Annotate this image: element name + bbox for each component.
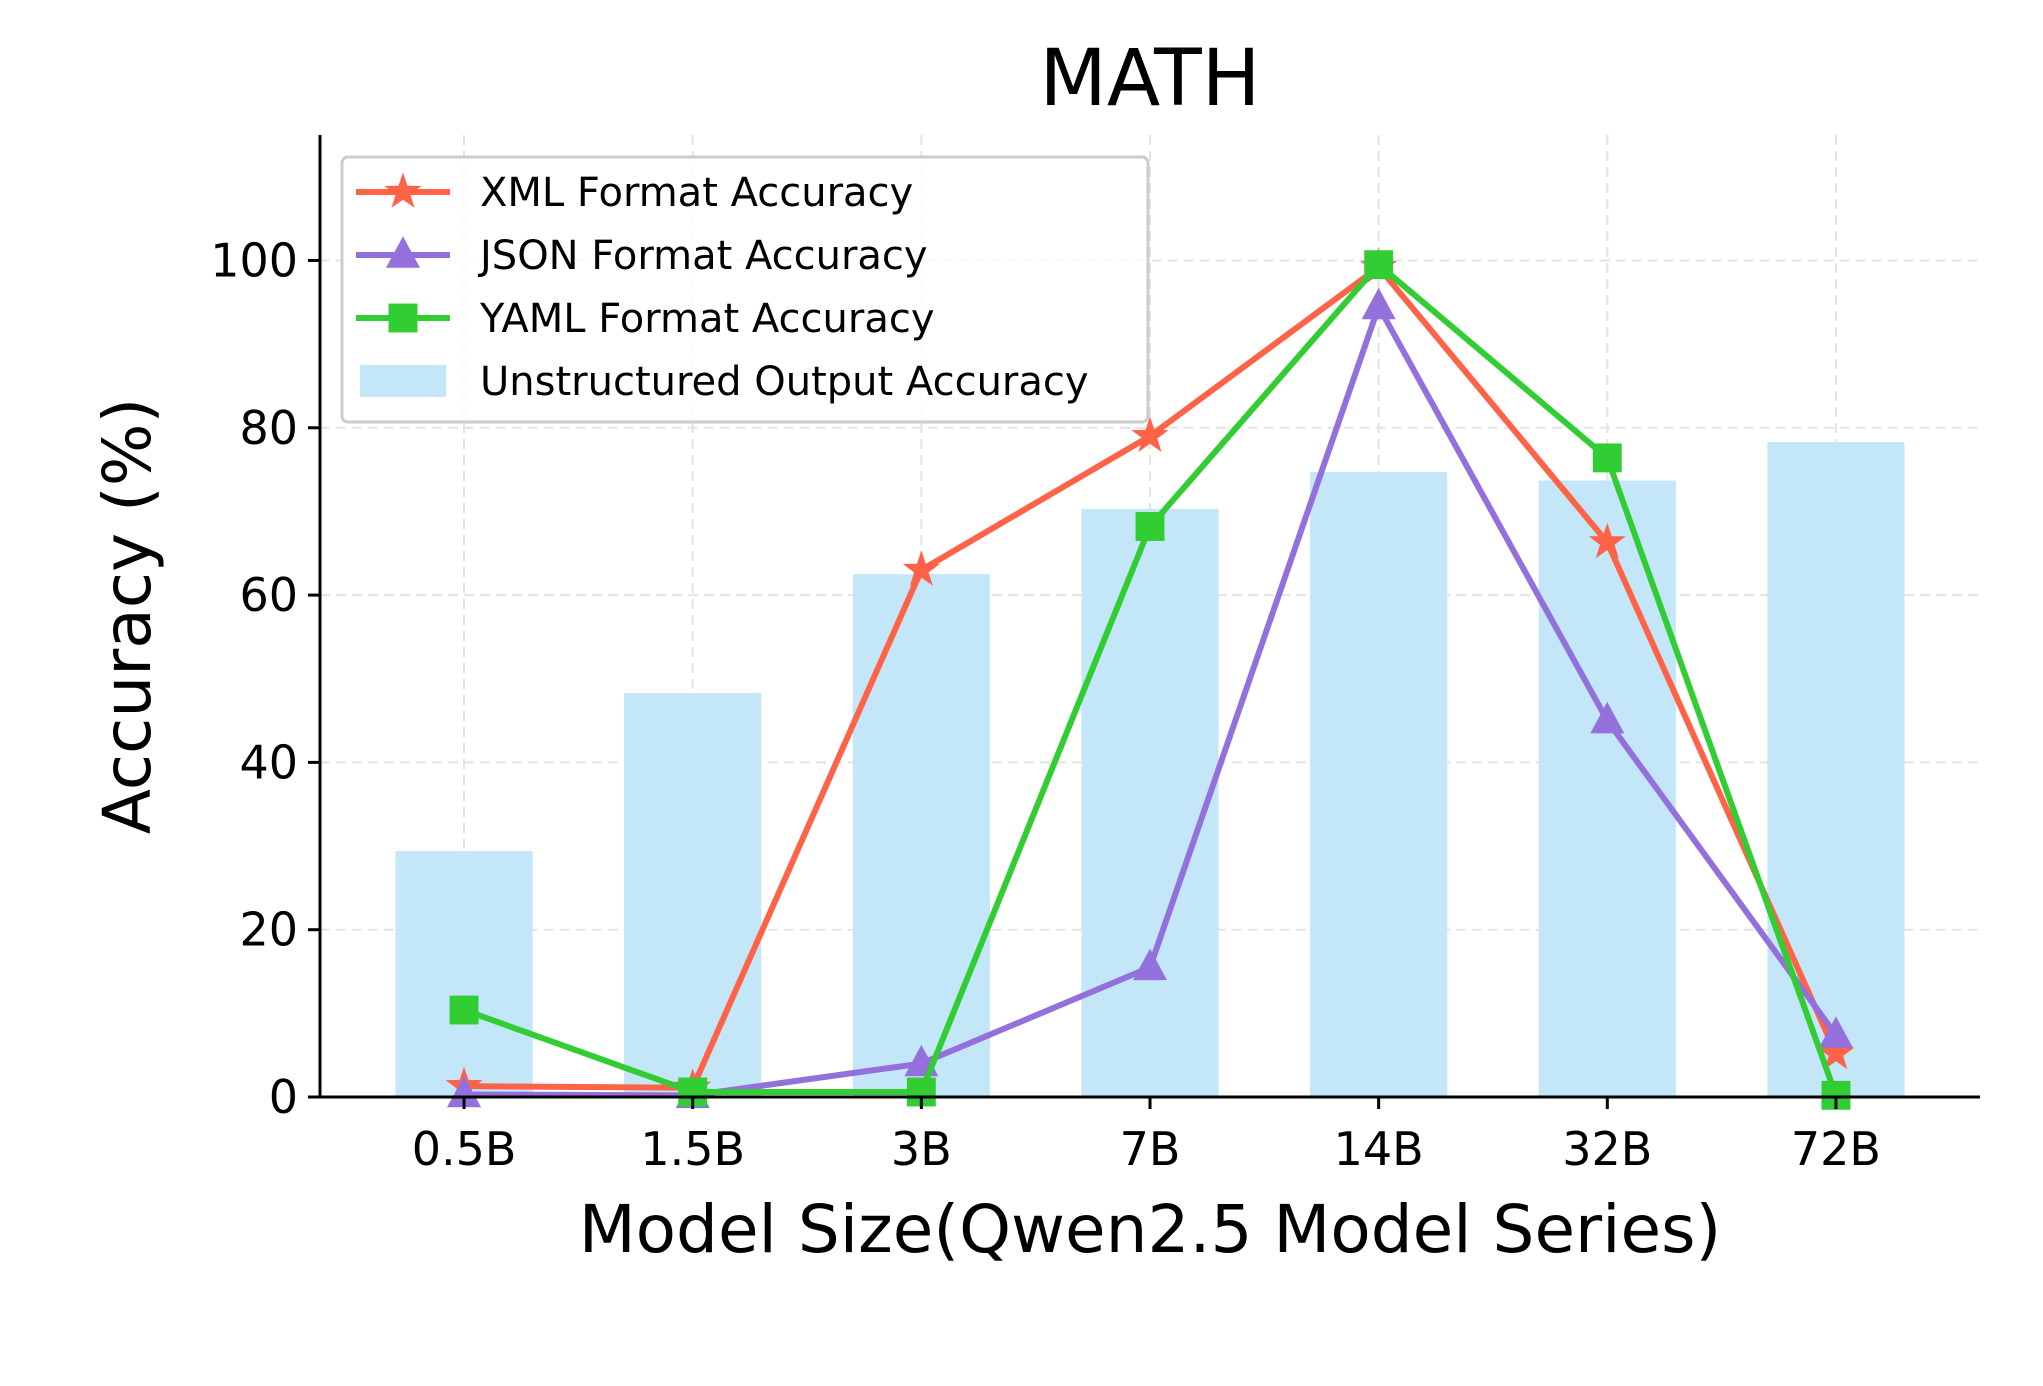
marker-json	[1590, 701, 1625, 734]
y-tick-label: 100	[210, 233, 298, 287]
legend-box	[340, 155, 1150, 424]
x-tick-label: 14B	[1334, 1122, 1424, 1176]
bar-unstructured	[852, 574, 990, 1097]
bar-unstructured	[1310, 472, 1448, 1097]
marker-xml	[1588, 522, 1626, 559]
marker-yaml	[1135, 512, 1165, 541]
x-tick-label: 72B	[1791, 1122, 1881, 1176]
legend-marker-yaml	[388, 303, 418, 333]
marker-json	[1361, 287, 1396, 320]
marker-json	[1818, 1016, 1853, 1048]
legend-label-xml: XML Format Accuracy	[480, 170, 913, 216]
x-axis-label: Model Size(Qwen2.5 Model Series)	[579, 1191, 1722, 1268]
marker-yaml	[1364, 250, 1394, 280]
bar-unstructured	[624, 692, 762, 1097]
marker-xml	[1131, 416, 1169, 452]
bar-unstructured	[1767, 442, 1905, 1097]
y-tick-label: 60	[239, 568, 298, 622]
y-tick-label: 40	[239, 735, 298, 789]
marker-yaml	[1592, 443, 1622, 473]
bar-unstructured	[1081, 508, 1219, 1097]
x-tick-label: 32B	[1562, 1122, 1652, 1176]
chart-title: MATH	[1040, 34, 1261, 124]
x-tick-label: 0.5B	[412, 1122, 517, 1176]
legend-label-unstructured: Unstructured Output Accuracy	[480, 359, 1089, 405]
legend-swatch-unstructured	[360, 365, 446, 397]
y-tick-label: 20	[239, 903, 298, 957]
y-tick-label: 0	[269, 1070, 298, 1124]
legend: XML Format Accuracy JSON Format Accuracy Y…	[340, 155, 1150, 424]
legend-label-json: JSON Format Accuracy	[477, 233, 928, 279]
marker-json	[1133, 948, 1167, 981]
x-tick-label: 3B	[891, 1122, 952, 1176]
legend-marker-json	[386, 236, 420, 268]
y-tick-label: 80	[239, 401, 298, 455]
marker-xml	[902, 550, 940, 586]
x-tick-label: 1.5B	[640, 1122, 745, 1176]
y-axis-label: Accuracy (%)	[89, 398, 166, 835]
marker-yaml	[449, 995, 479, 1025]
legend-marker-xml	[384, 172, 422, 208]
legend-label-yaml: YAML Format Accuracy	[479, 296, 935, 342]
x-tick-label: 7B	[1120, 1122, 1181, 1176]
marker-xml	[1817, 1034, 1855, 1070]
bar-unstructured	[395, 851, 533, 1097]
marker-json	[447, 1075, 482, 1108]
